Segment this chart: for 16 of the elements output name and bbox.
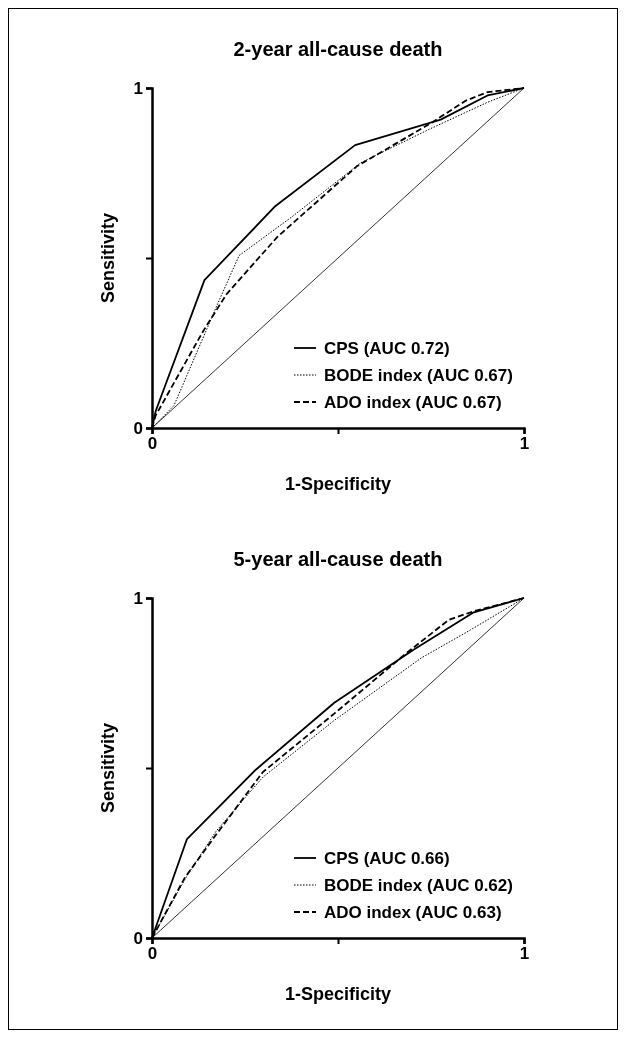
y-tick-label: 0 xyxy=(133,418,143,438)
x-axis-title: 1-Specificity xyxy=(284,474,392,494)
chart-title: 2-year all-cause death xyxy=(233,38,443,60)
y-tick-label: 1 xyxy=(133,588,143,608)
chart-title: 5-year all-cause death xyxy=(233,548,443,570)
y-tick-label: 1 xyxy=(133,78,143,98)
legend-label: ADO index (AUC 0.67) xyxy=(324,392,502,412)
legend-label: CPS (AUC 0.66) xyxy=(324,848,450,868)
legend-label: BODE index (AUC 0.67) xyxy=(324,365,513,385)
y-axis-title: Sensitivity xyxy=(98,722,118,814)
legend-label: CPS (AUC 0.72) xyxy=(324,338,450,358)
y-axis-title: Sensitivity xyxy=(98,212,118,304)
legend-label: ADO index (AUC 0.63) xyxy=(324,902,502,922)
legend-label: BODE index (AUC 0.62) xyxy=(324,875,513,895)
y-tick-label: 0 xyxy=(133,928,143,948)
x-axis-title: 1-Specificity xyxy=(284,984,392,1004)
